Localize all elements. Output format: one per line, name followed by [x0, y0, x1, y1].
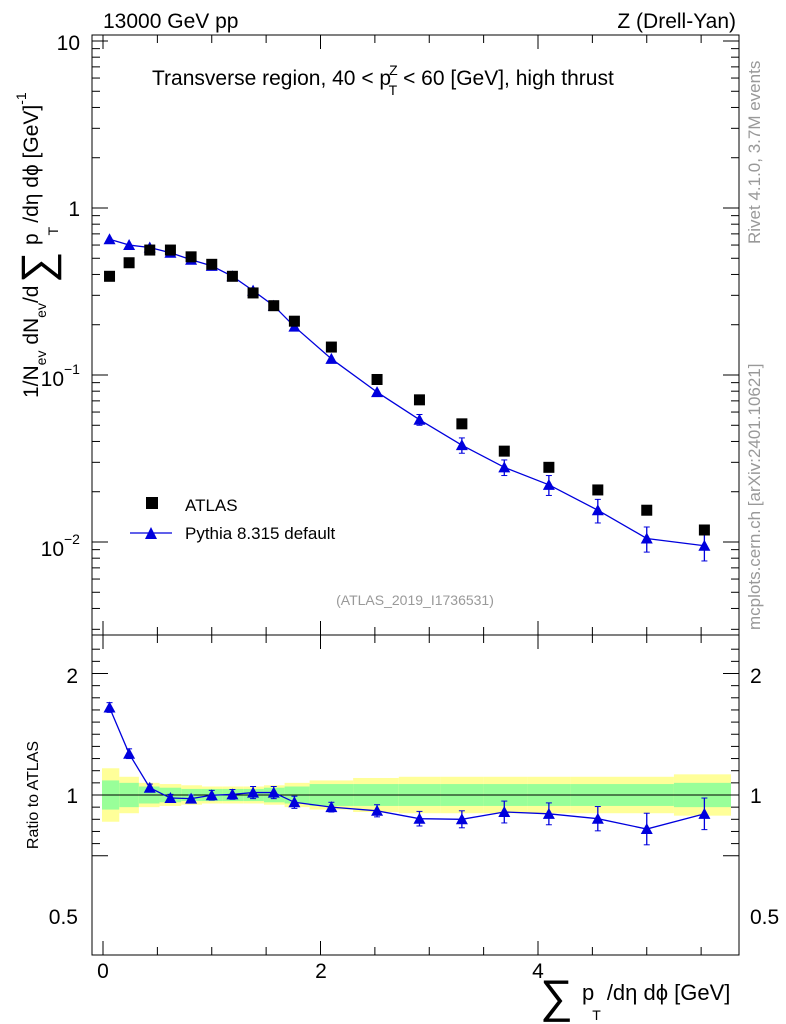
pythia-ratio-point — [698, 807, 711, 819]
pythia-ratio-point — [455, 813, 468, 825]
pythia-point — [455, 439, 468, 451]
atlas-point — [698, 524, 710, 536]
pythia-ratio-point — [164, 792, 177, 804]
pythia-ratio-series — [103, 701, 711, 846]
atlas-main-series — [104, 244, 710, 536]
ytick-label-0.1: 10 — [41, 368, 64, 391]
pythia-point — [371, 386, 384, 398]
svg-text:pT/dη dϕ [GeV]-1: pT/dη dϕ [GeV]-1 — [13, 92, 61, 245]
analysis-id: (ATLAS_2019_I1736531) — [336, 592, 494, 608]
atlas-point — [104, 270, 116, 282]
pythia-ratio-point — [413, 812, 426, 824]
ratio-ytick-label-2-right: 2 — [750, 665, 762, 688]
legend-marker-pythia — [145, 527, 157, 539]
pythia-ratio-point — [371, 804, 384, 816]
x-axis-label: p T/dη dϕ [GeV] — [582, 980, 730, 1023]
atlas-point — [226, 270, 238, 282]
plot-title: Transverse region, 40 < pZ T < 60 [GeV], … — [152, 62, 614, 98]
pythia-ratio-point — [288, 796, 301, 808]
xtick-label-0: 0 — [97, 960, 109, 983]
atlas-point — [123, 257, 135, 269]
pythia-point — [542, 478, 555, 490]
legend-marker-atlas — [146, 497, 158, 509]
process-label: Z (Drell-Yan) — [617, 10, 736, 33]
rivet-version-label: Rivet 4.1.0, 3.7M events — [745, 61, 764, 244]
pythia-ratio-point — [143, 781, 156, 793]
pythia-point — [413, 413, 426, 425]
ratio-ytick-label-0.5-left: 0.5 — [49, 906, 78, 929]
pythia-point — [103, 233, 116, 245]
pythia-point — [640, 532, 653, 544]
svg-text:1/Nev dNev/d: 1/Nev dNev/d — [20, 286, 49, 398]
legend-label-pythia: Pythia 8.315 default — [185, 524, 336, 543]
ytick-label-10: 10 — [57, 32, 80, 55]
atlas-point — [185, 251, 197, 263]
xtick-label-2: 2 — [315, 960, 327, 983]
ratio-axis-label: Ratio to ATLAS — [25, 741, 42, 849]
atlas-point — [371, 373, 383, 385]
ratio-ytick-label-1-right: 1 — [750, 785, 762, 808]
ytick-label-1: 1 — [68, 198, 80, 221]
pythia-ratio-point — [205, 789, 218, 801]
mcplots-label: mcplots.cern.ch [arXiv:2401.10621] — [745, 364, 764, 630]
pythia-point — [325, 352, 338, 364]
pythia-ratio-point — [267, 786, 280, 798]
ytick-exp-0.01: −2 — [64, 531, 80, 547]
ratio-ytick-label-0.5-right: 0.5 — [750, 906, 779, 929]
pythia-ratio-point — [640, 823, 653, 835]
atlas-point — [592, 484, 604, 496]
pythia-point — [123, 239, 136, 251]
atlas-point — [641, 504, 653, 516]
energy-label: 13000 GeV pp — [103, 10, 238, 33]
pythia-ratio-point — [103, 701, 116, 713]
legend-label-atlas: ATLAS — [185, 496, 238, 515]
axis-ticks — [92, 35, 739, 955]
atlas-point — [325, 341, 337, 353]
pythia-ratio-point — [247, 786, 260, 798]
atlas-point — [543, 461, 555, 473]
xtick-label-4: 4 — [532, 960, 544, 983]
y-axis-sigma: ∑ — [13, 252, 62, 283]
pythia-ratio-point — [185, 792, 198, 804]
ratio-ytick-label-1-left: 1 — [66, 785, 78, 808]
pythia-ratio-point — [325, 801, 338, 813]
pythia-ratio-point — [498, 806, 511, 818]
x-axis-sigma: ∑ — [540, 970, 573, 1022]
y-axis-label: 1/Nev dNev/d ∑ pT/dη dϕ [GeV]-1 — [13, 92, 62, 398]
atlas-point — [413, 394, 425, 406]
pythia-point — [498, 461, 511, 473]
pythia-ratio-point — [123, 747, 136, 759]
ytick-exp-0.1: −1 — [64, 361, 80, 377]
main-panel-frame — [91, 34, 740, 636]
atlas-point — [268, 300, 280, 312]
atlas-point — [288, 315, 300, 327]
atlas-point — [498, 445, 510, 457]
pythia-ratio-point — [591, 812, 604, 824]
pythia-point — [591, 504, 604, 516]
pythia-ratio-point — [226, 788, 239, 800]
atlas-point — [144, 244, 156, 256]
atlas-point — [456, 418, 468, 430]
atlas-point — [206, 258, 218, 270]
atlas-point — [247, 287, 259, 299]
ytick-label-0.01: 10 — [41, 538, 64, 561]
atlas-point — [164, 244, 176, 256]
pythia-ratio-point — [542, 807, 555, 819]
pythia-point — [698, 539, 711, 551]
ratio-ytick-label-2-left: 2 — [66, 665, 78, 688]
